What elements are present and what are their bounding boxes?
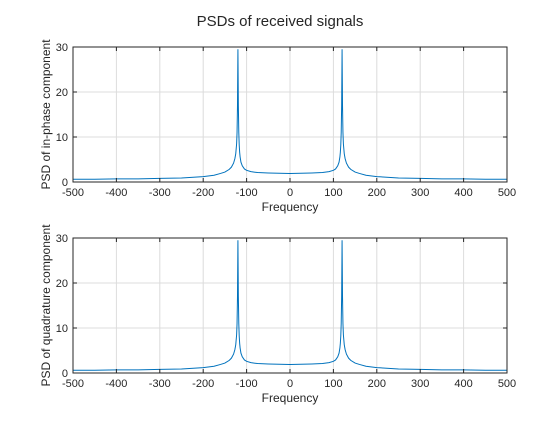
x-tick-label: 400: [454, 378, 472, 390]
subplot-1: -500 -400 -300 -200 -100 0 100 200 300 400 500 0 10 2…: [39, 39, 516, 214]
y-tick-label: 10: [56, 323, 68, 335]
x-axis-label: Frequency: [262, 391, 319, 405]
x-tick-label: -200: [192, 187, 214, 199]
x-tick-label: -500: [62, 378, 84, 390]
y-axis-label: PSD of quadrature component: [39, 224, 53, 387]
y-tick-label: 20: [56, 87, 68, 99]
subplot-2: -500 -400 -300 -200 -100 0 100 200 300 400 500 0 10 2…: [39, 224, 516, 405]
x-tick-label: 0: [287, 187, 293, 199]
y-tick-label: 10: [56, 132, 68, 144]
x-tick-label: -300: [149, 187, 171, 199]
y-axis-label: PSD of in-phase component: [39, 39, 53, 190]
x-tick-label: -400: [105, 187, 127, 199]
y-tick-label: 20: [56, 278, 68, 290]
y-tick-label: 30: [56, 42, 68, 54]
x-axis-label: Frequency: [262, 200, 319, 214]
x-tick-label: 500: [498, 187, 516, 199]
x-tick-label: -300: [149, 378, 171, 390]
x-tick-label: 200: [368, 187, 386, 199]
y-tick-label: 0: [62, 368, 68, 380]
y-tick-label: 0: [62, 177, 68, 189]
x-tick-label: 300: [411, 378, 429, 390]
x-tick-label: -500: [62, 187, 84, 199]
x-tick-label: -200: [192, 378, 214, 390]
x-tick-label: 200: [368, 378, 386, 390]
x-tick-label: -100: [236, 378, 258, 390]
x-tick-label: 400: [454, 187, 472, 199]
figure-title: PSDs of received signals: [197, 13, 364, 30]
subplots-container: -500 -400 -300 -200 -100 0 100 200 300 400 5000102…: [39, 39, 516, 405]
x-tick-label: 100: [324, 187, 342, 199]
x-tick-label: -100: [236, 187, 258, 199]
x-tick-label: 300: [411, 187, 429, 199]
y-tick-label: 30: [56, 233, 68, 245]
x-tick-label: 500: [498, 378, 516, 390]
psd-line: [73, 49, 507, 180]
x-tick-label: 0: [287, 378, 293, 390]
x-tick-label: 100: [324, 378, 342, 390]
x-tick-label: -400: [105, 378, 127, 390]
psd-line: [73, 240, 507, 371]
